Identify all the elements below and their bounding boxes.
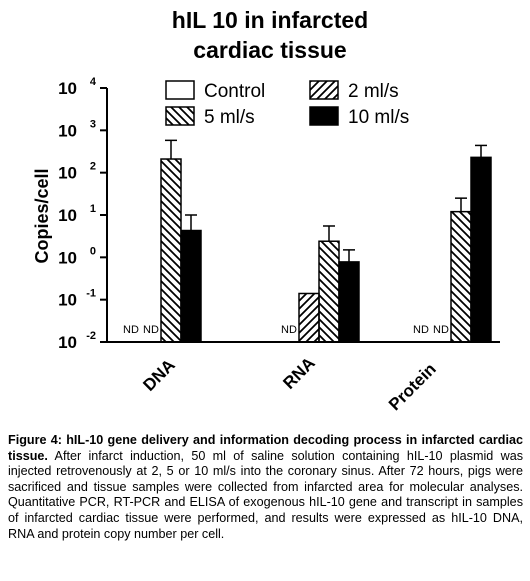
y-tick-label: 10 (58, 333, 77, 352)
y-tick-exponent: 1 (90, 203, 96, 215)
bar-rna-2 (318, 240, 340, 343)
y-tick-label: 10 (58, 121, 77, 140)
y-tick-label: 10 (58, 164, 77, 183)
y-tick-label: 10 (58, 79, 77, 98)
y-tick-exponent: 3 (90, 118, 96, 130)
bar-dna-2 (160, 158, 182, 343)
figure-caption: Figure 4: hIL-10 gene delivery and infor… (8, 433, 523, 542)
legend: Control 2 ml/s 5 ml/s 10 ml/s (165, 80, 409, 128)
caption-body: After infarct induction, 50 ml of saline… (8, 448, 523, 541)
plot-area: ND ND ND ND ND (123, 139, 492, 343)
legend-swatch (309, 106, 339, 126)
bar-protein-2 (450, 210, 472, 343)
nd-label: ND (281, 324, 297, 336)
chart-title-line-1: hIL 10 in infarcted (172, 7, 368, 33)
y-tick-exponent: -1 (86, 288, 96, 300)
y-tick-exponent: 0 (90, 245, 96, 257)
caption-figure-label: Figure 4: (8, 433, 62, 447)
legend-label: Control (204, 81, 265, 102)
legend-label: 10 ml/s (348, 107, 409, 128)
caption-title: hIL-10 gene delivery and information dec… (8, 433, 523, 463)
legend-swatch (165, 106, 195, 126)
y-axis-ticks: 10 -2 10 -1 10 0 10 1 10 2 10 3 10 4 (58, 76, 107, 352)
x-axis-labels: DNA RNA Protein (139, 353, 439, 414)
chart: hIL 10 in infarcted cardiac tissue Copie… (32, 7, 500, 414)
y-tick-exponent: 2 (90, 161, 96, 173)
y-axis-label: Copies/cell (32, 168, 52, 263)
x-tick-label-rna: RNA (279, 353, 318, 392)
y-tick-label: 10 (58, 248, 77, 267)
nd-label: ND (123, 324, 139, 336)
legend-label: 2 ml/s (348, 81, 399, 102)
bar-dna-3 (180, 229, 202, 343)
y-tick-label: 10 (58, 206, 77, 225)
nd-label: ND (433, 324, 449, 336)
bar-protein-3 (470, 156, 492, 343)
bar-rna-3 (338, 261, 360, 343)
bar-rna-1 (298, 292, 320, 343)
chart-title-line-2: cardiac tissue (193, 37, 346, 63)
legend-swatch (165, 80, 195, 100)
y-tick-exponent: 4 (90, 76, 97, 88)
legend-swatch (309, 80, 339, 100)
nd-label: ND (143, 324, 159, 336)
y-tick-label: 10 (58, 291, 77, 310)
x-tick-label-dna: DNA (139, 355, 178, 394)
x-tick-label-protein: Protein (385, 359, 440, 414)
nd-label: ND (413, 324, 429, 336)
legend-label: 5 ml/s (204, 107, 255, 128)
y-tick-exponent: -2 (86, 330, 96, 342)
